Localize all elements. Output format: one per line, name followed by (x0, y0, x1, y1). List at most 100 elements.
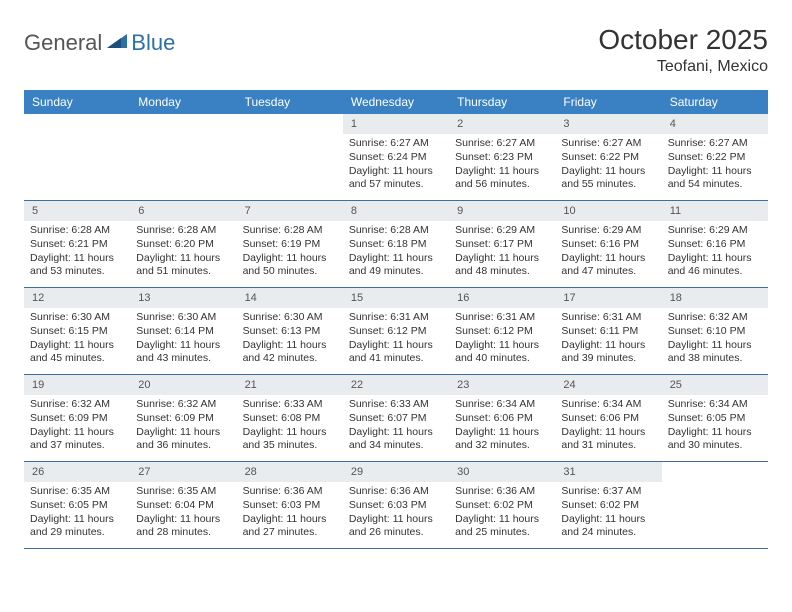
daylight-line: Daylight: 11 hours and 38 minutes. (668, 339, 764, 366)
sunrise-line: Sunrise: 6:33 AM (349, 398, 445, 412)
sunset-line: Sunset: 6:24 PM (349, 151, 445, 165)
day-number: 23 (449, 375, 555, 395)
day-empty (130, 114, 236, 200)
daylight-line: Daylight: 11 hours and 35 minutes. (243, 426, 339, 453)
sunset-line: Sunset: 6:06 PM (561, 412, 657, 426)
sunrise-line: Sunrise: 6:28 AM (136, 224, 232, 238)
sunrise-line: Sunrise: 6:28 AM (349, 224, 445, 238)
logo-text-blue: Blue (131, 30, 175, 56)
day-12: 12Sunrise: 6:30 AMSunset: 6:15 PMDayligh… (24, 288, 130, 374)
sunrise-line: Sunrise: 6:27 AM (455, 137, 551, 151)
daylight-line: Daylight: 11 hours and 34 minutes. (349, 426, 445, 453)
sunset-line: Sunset: 6:15 PM (30, 325, 126, 339)
daylight-line: Daylight: 11 hours and 37 minutes. (30, 426, 126, 453)
daylight-line: Daylight: 11 hours and 51 minutes. (136, 252, 232, 279)
day-body: Sunrise: 6:36 AMSunset: 6:02 PMDaylight:… (449, 482, 555, 544)
day-number: 29 (343, 462, 449, 482)
logo: General Blue (24, 24, 175, 56)
day-number: 15 (343, 288, 449, 308)
sunset-line: Sunset: 6:06 PM (455, 412, 551, 426)
day-4: 4Sunrise: 6:27 AMSunset: 6:22 PMDaylight… (662, 114, 768, 200)
sunset-line: Sunset: 6:23 PM (455, 151, 551, 165)
sunrise-line: Sunrise: 6:35 AM (30, 485, 126, 499)
day-number: 16 (449, 288, 555, 308)
sunset-line: Sunset: 6:20 PM (136, 238, 232, 252)
sunrise-line: Sunrise: 6:32 AM (668, 311, 764, 325)
day-body: Sunrise: 6:27 AMSunset: 6:22 PMDaylight:… (555, 134, 661, 196)
dow-monday: Monday (130, 90, 236, 114)
day-2: 2Sunrise: 6:27 AMSunset: 6:23 PMDaylight… (449, 114, 555, 200)
sunset-line: Sunset: 6:08 PM (243, 412, 339, 426)
day-number: 20 (130, 375, 236, 395)
week-row: 1Sunrise: 6:27 AMSunset: 6:24 PMDaylight… (24, 114, 768, 201)
day-number (130, 114, 236, 134)
day-number: 9 (449, 201, 555, 221)
day-body: Sunrise: 6:35 AMSunset: 6:04 PMDaylight:… (130, 482, 236, 544)
week-row: 12Sunrise: 6:30 AMSunset: 6:15 PMDayligh… (24, 288, 768, 375)
sunset-line: Sunset: 6:16 PM (561, 238, 657, 252)
calendar: SundayMondayTuesdayWednesdayThursdayFrid… (24, 90, 768, 549)
day-6: 6Sunrise: 6:28 AMSunset: 6:20 PMDaylight… (130, 201, 236, 287)
day-body: Sunrise: 6:28 AMSunset: 6:19 PMDaylight:… (237, 221, 343, 283)
day-body: Sunrise: 6:34 AMSunset: 6:05 PMDaylight:… (662, 395, 768, 457)
sunset-line: Sunset: 6:05 PM (30, 499, 126, 513)
day-22: 22Sunrise: 6:33 AMSunset: 6:07 PMDayligh… (343, 375, 449, 461)
daylight-line: Daylight: 11 hours and 54 minutes. (668, 165, 764, 192)
day-23: 23 Sunrise: 6:34 AMSunset: 6:06 PMDayligh… (449, 375, 555, 461)
dow-wednesday: Wednesday (343, 90, 449, 114)
triangle-icon (107, 32, 129, 55)
day-body: Sunrise: 6:27 AMSunset: 6:23 PMDaylight:… (449, 134, 555, 196)
day-number: 5 (24, 201, 130, 221)
day-19: 19Sunrise: 6:32 AMSunset: 6:09 PMDayligh… (24, 375, 130, 461)
sunrise-line: Sunrise: 6:34 AM (561, 398, 657, 412)
sunrise-line: Sunrise: 6:31 AM (561, 311, 657, 325)
day-body: Sunrise: 6:27 AMSunset: 6:22 PMDaylight:… (662, 134, 768, 196)
day-body: Sunrise: 6:27 AMSunset: 6:24 PMDaylight:… (343, 134, 449, 196)
daylight-line: Daylight: 11 hours and 24 minutes. (561, 513, 657, 540)
day-number: 21 (237, 375, 343, 395)
day-5: 5Sunrise: 6:28 AMSunset: 6:21 PMDaylight… (24, 201, 130, 287)
day-body: Sunrise: 6:30 AMSunset: 6:13 PMDaylight:… (237, 308, 343, 370)
day-21: 21Sunrise: 6:33 AMSunset: 6:08 PMDayligh… (237, 375, 343, 461)
sunset-line: Sunset: 6:19 PM (243, 238, 339, 252)
day-body: Sunrise: 6:31 AMSunset: 6:12 PMDaylight:… (343, 308, 449, 370)
daylight-line: Daylight: 11 hours and 31 minutes. (561, 426, 657, 453)
day-body: Sunrise: 6:29 AMSunset: 6:17 PMDaylight:… (449, 221, 555, 283)
month-title: October 2025 (598, 24, 768, 56)
daylight-line: Daylight: 11 hours and 32 minutes. (455, 426, 551, 453)
weeks-container: 1Sunrise: 6:27 AMSunset: 6:24 PMDaylight… (24, 114, 768, 549)
sunrise-line: Sunrise: 6:34 AM (668, 398, 764, 412)
sunset-line: Sunset: 6:09 PM (30, 412, 126, 426)
day-number: 31 (555, 462, 661, 482)
dow-row: SundayMondayTuesdayWednesdayThursdayFrid… (24, 90, 768, 114)
day-body: Sunrise: 6:28 AMSunset: 6:18 PMDaylight:… (343, 221, 449, 283)
daylight-line: Daylight: 11 hours and 48 minutes. (455, 252, 551, 279)
sunrise-line: Sunrise: 6:29 AM (455, 224, 551, 238)
sunset-line: Sunset: 6:21 PM (30, 238, 126, 252)
daylight-line: Daylight: 11 hours and 27 minutes. (243, 513, 339, 540)
day-27: 27Sunrise: 6:35 AMSunset: 6:04 PMDayligh… (130, 462, 236, 548)
day-number: 25 (662, 375, 768, 395)
sunrise-line: Sunrise: 6:27 AM (349, 137, 445, 151)
day-31: 31Sunrise: 6:37 AMSunset: 6:02 PMDayligh… (555, 462, 661, 548)
dow-sunday: Sunday (24, 90, 130, 114)
daylight-line: Daylight: 11 hours and 25 minutes. (455, 513, 551, 540)
day-number: 4 (662, 114, 768, 134)
day-body: Sunrise: 6:32 AMSunset: 6:10 PMDaylight:… (662, 308, 768, 370)
sunset-line: Sunset: 6:12 PM (349, 325, 445, 339)
sunset-line: Sunset: 6:02 PM (561, 499, 657, 513)
day-body: Sunrise: 6:34 AMSunset: 6:06 PMDaylight:… (555, 395, 661, 457)
sunrise-line: Sunrise: 6:34 AM (455, 398, 551, 412)
day-14: 14Sunrise: 6:30 AMSunset: 6:13 PMDayligh… (237, 288, 343, 374)
daylight-line: Daylight: 11 hours and 26 minutes. (349, 513, 445, 540)
day-body: Sunrise: 6:33 AMSunset: 6:08 PMDaylight:… (237, 395, 343, 457)
day-24: 24Sunrise: 6:34 AMSunset: 6:06 PMDayligh… (555, 375, 661, 461)
sunset-line: Sunset: 6:13 PM (243, 325, 339, 339)
day-body: Sunrise: 6:28 AMSunset: 6:20 PMDaylight:… (130, 221, 236, 283)
sunset-line: Sunset: 6:03 PM (349, 499, 445, 513)
day-number: 6 (130, 201, 236, 221)
daylight-line: Daylight: 11 hours and 49 minutes. (349, 252, 445, 279)
sunrise-line: Sunrise: 6:36 AM (349, 485, 445, 499)
day-body: Sunrise: 6:37 AMSunset: 6:02 PMDaylight:… (555, 482, 661, 544)
day-25: 25Sunrise: 6:34 AMSunset: 6:05 PMDayligh… (662, 375, 768, 461)
